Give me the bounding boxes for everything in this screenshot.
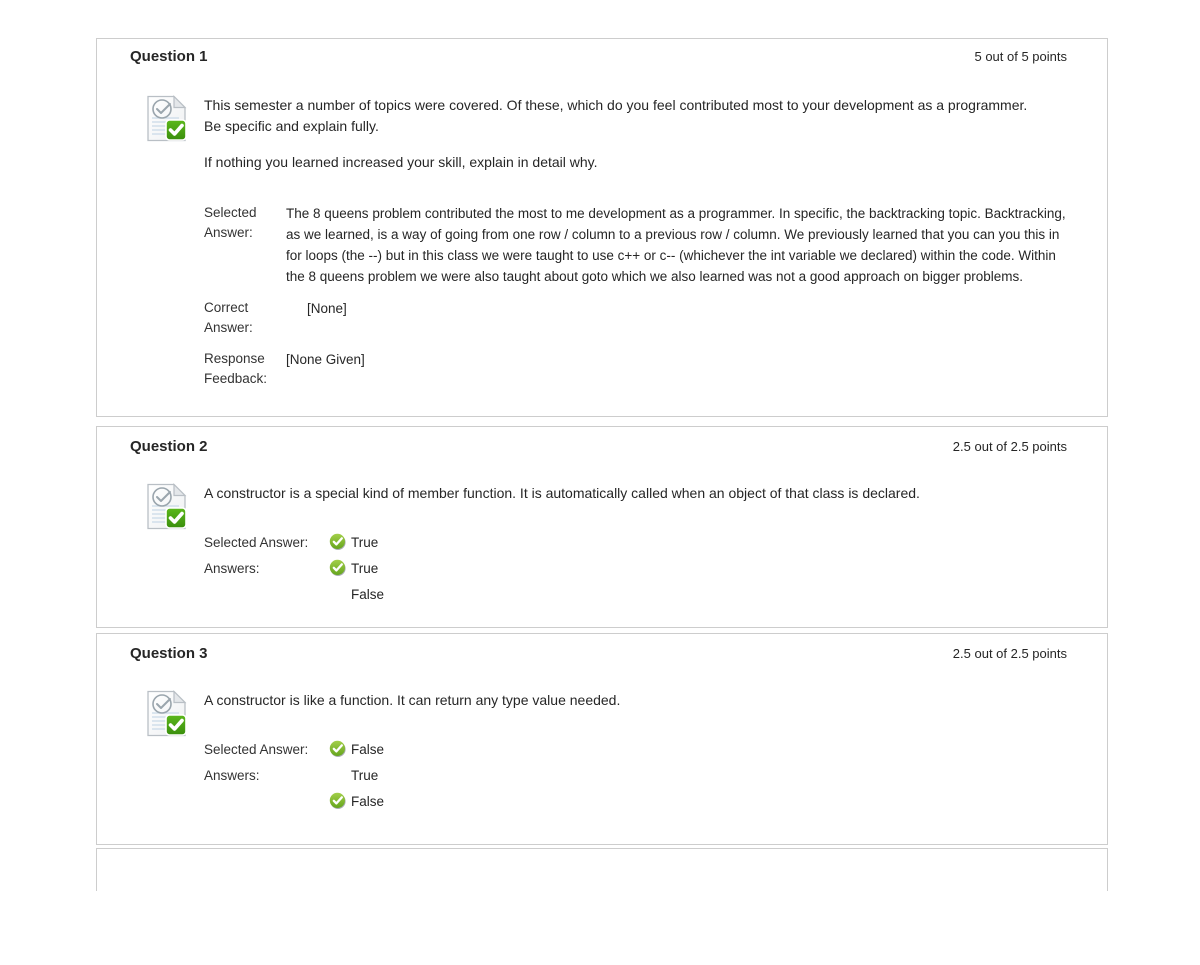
selected-answer-label: Selected Answer: [204, 205, 257, 240]
answer-option-row: False [204, 581, 1067, 607]
answer-option-true: True [351, 767, 379, 783]
answers-label: Answers: [204, 560, 260, 576]
selected-answer-row: Selected Answer: The 8 queens problem co… [204, 203, 1067, 287]
correct-check-icon [329, 792, 351, 810]
question-1-points: 5 out of 5 points [974, 49, 1067, 64]
question-2-header: Question 2 2.5 out of 2.5 points [130, 436, 1067, 458]
correct-answer-label: Correct Answer: [204, 300, 253, 335]
question-1-title: Question 1 [130, 48, 208, 65]
question-2-title: Question 2 [130, 438, 208, 455]
selected-answer-row: Selected Answer: True [204, 529, 1067, 555]
question-3-text: A constructor is like a function. It can… [204, 692, 621, 708]
answer-option-row: False [204, 788, 1067, 814]
response-feedback-value: [None Given] [286, 352, 365, 367]
selected-answer-row: Selected Answer: False [204, 736, 1067, 762]
question-1-text-line-1: This semester a number of topics were co… [204, 97, 1028, 134]
correct-answer-value: [None] [307, 301, 347, 316]
question-2-card: Question 2 2.5 out of 2.5 points A const… [96, 426, 1108, 628]
correct-check-icon [329, 740, 351, 758]
question-1-header: Question 1 5 out of 5 points [130, 46, 1067, 68]
response-feedback-row: Response Feedback: [None Given] [204, 349, 1067, 389]
question-2-points: 2.5 out of 2.5 points [952, 439, 1067, 454]
correct-check-icon [329, 559, 351, 577]
selected-answer-label: Selected Answer: [204, 534, 309, 550]
selected-answer-label: Selected Answer: [204, 741, 309, 757]
question-1-card: Question 1 5 out of 5 points This semest… [96, 38, 1108, 417]
selected-answer-value: False [351, 741, 385, 757]
question-3-title: Question 3 [130, 645, 208, 662]
answer-option-row: Answers: True [204, 555, 1067, 581]
answers-label: Answers: [204, 767, 260, 783]
true-false-question-correct-icon [146, 483, 187, 530]
response-feedback-label: Response Feedback: [204, 351, 268, 386]
answer-option-false: False [351, 586, 385, 602]
selected-answer-value: True [351, 534, 379, 550]
correct-check-icon [329, 533, 351, 551]
essay-question-correct-icon [146, 95, 187, 142]
question-2-text: A constructor is a special kind of membe… [204, 485, 920, 501]
answer-option-false: False [351, 793, 385, 809]
correct-answer-row: Correct Answer: [None] [204, 298, 1067, 338]
true-false-question-correct-icon [146, 690, 187, 737]
question-3-card: Question 3 2.5 out of 2.5 points A const… [96, 633, 1108, 845]
question-3-header: Question 3 2.5 out of 2.5 points [130, 643, 1067, 665]
selected-answer-value: The 8 queens problem contributed the mos… [286, 206, 1066, 284]
answer-option-row: Answers: True [204, 762, 1067, 788]
answer-option-true: True [351, 560, 379, 576]
question-1-text-line-2: If nothing you learned increased your sk… [204, 154, 598, 170]
question-3-points: 2.5 out of 2.5 points [952, 646, 1067, 661]
question-4-card-partial [96, 848, 1108, 891]
